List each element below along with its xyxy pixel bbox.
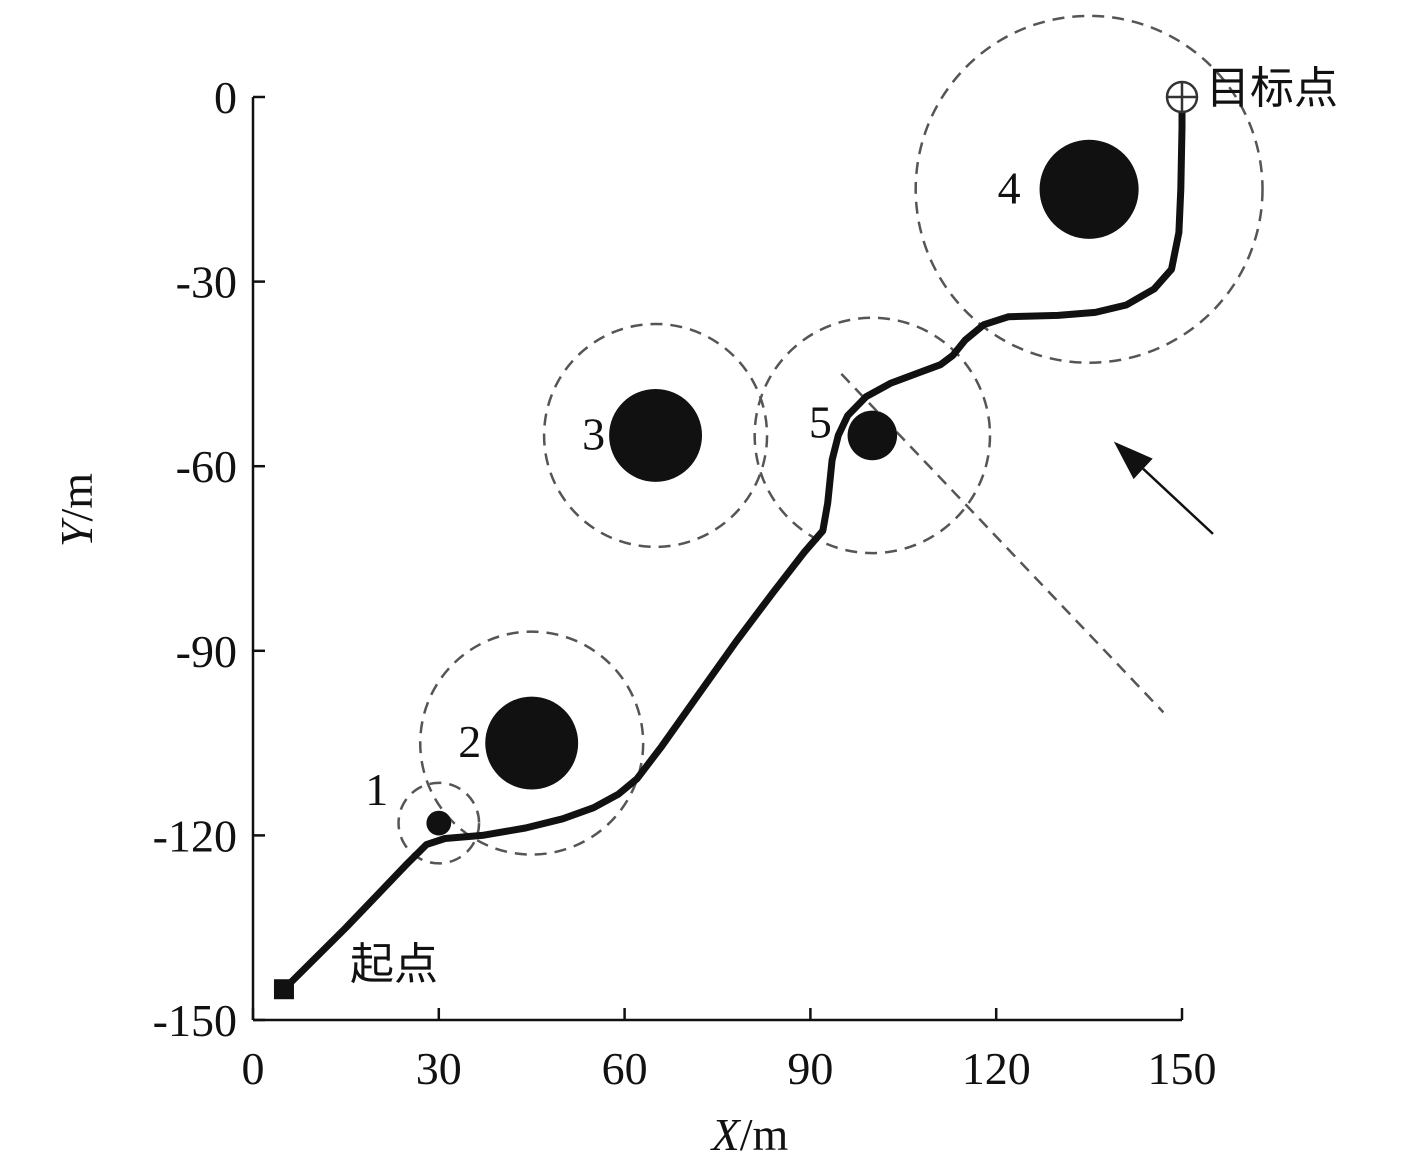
y-tick-label: 0 — [214, 72, 237, 123]
arrow-head — [1113, 441, 1153, 480]
safety-circle — [397, 781, 481, 865]
x-tick-label: 0 — [242, 1043, 265, 1094]
axes — [251, 97, 1182, 1022]
y-tick-label: -30 — [176, 257, 237, 308]
arrow-shaft — [1142, 467, 1214, 535]
x-axis-ticks: 0 30 60 90 120 150 — [242, 1008, 1217, 1094]
start-marker — [273, 979, 294, 1000]
x-axis-title: X/m — [710, 1109, 789, 1160]
dashed-boundary-line — [840, 373, 1165, 714]
path-line — [280, 105, 1186, 993]
obstacle-label: 3 — [582, 408, 605, 459]
obstacle — [1039, 139, 1139, 239]
x-axis-unit: /m — [740, 1109, 789, 1160]
start-label: 起点 — [350, 939, 438, 990]
x-tick-label: 90 — [787, 1043, 833, 1094]
obstacle — [426, 810, 452, 836]
y-axis-var: Y — [51, 517, 102, 547]
y-axis-title: Y/m — [51, 473, 102, 547]
y-tick-label: -90 — [176, 626, 237, 677]
x-tick-label: 120 — [962, 1043, 1031, 1094]
safety-circle — [914, 14, 1264, 364]
x-tick-label: 150 — [1148, 1043, 1217, 1094]
obstacle-label: 2 — [458, 716, 481, 767]
goal-label: 目标点 — [1206, 63, 1338, 114]
y-tick-label: -120 — [153, 810, 237, 861]
x-tick-label: 30 — [416, 1043, 462, 1094]
trajectory-path — [280, 105, 1186, 993]
safety-circles — [397, 14, 1264, 865]
y-axis-unit: /m — [51, 473, 102, 522]
x-tick-label: 60 — [602, 1043, 648, 1094]
y-tick-label: -60 — [176, 441, 237, 492]
obstacles: 1 2 3 4 5 — [365, 139, 1139, 836]
obstacle-label: 5 — [809, 396, 832, 447]
obstacle — [609, 388, 703, 482]
y-tick-label: -150 — [153, 995, 237, 1046]
safety-circle — [418, 630, 645, 856]
obstacle — [485, 696, 579, 790]
dashed-line-segment — [840, 373, 1165, 714]
markers: 起点 目标点 — [273, 63, 1338, 1000]
obstacle — [847, 410, 898, 461]
safety-circle — [542, 322, 769, 549]
obstacle-label: 1 — [365, 764, 388, 815]
y-axis-ticks: 0 -30 -60 -90 -120 -150 — [153, 72, 265, 1046]
safety-circle — [753, 316, 992, 555]
direction-arrow — [1113, 441, 1214, 535]
x-axis-var: X — [710, 1109, 742, 1160]
obstacle-label: 4 — [998, 162, 1021, 213]
